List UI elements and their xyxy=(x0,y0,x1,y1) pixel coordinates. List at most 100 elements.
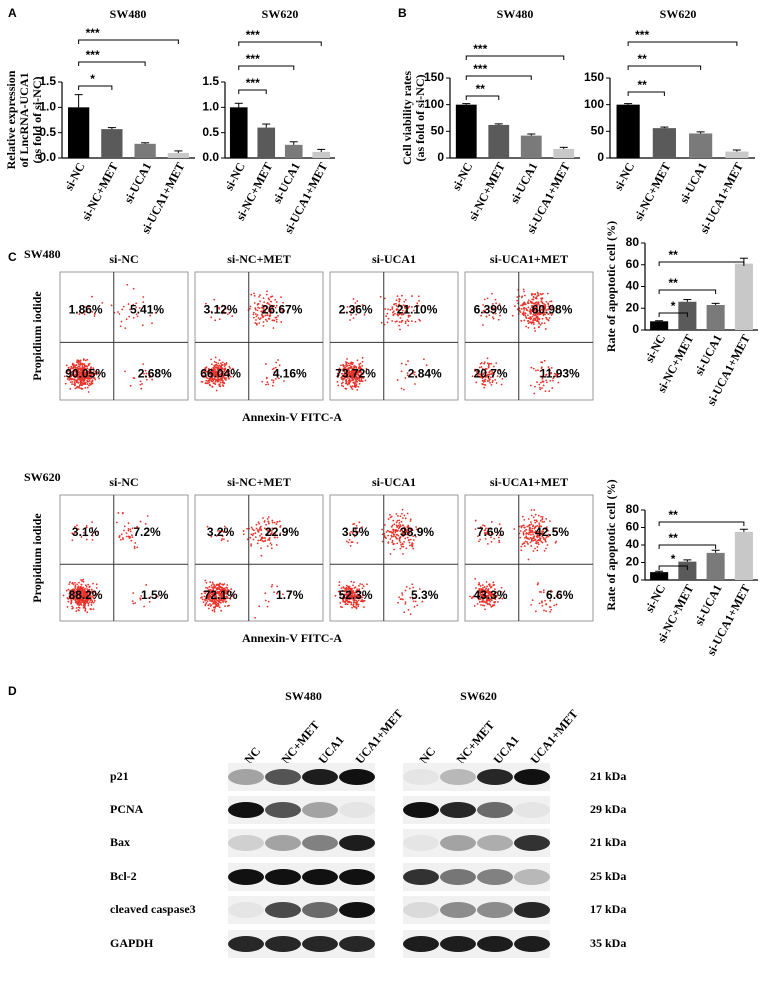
event-dot xyxy=(478,582,480,584)
event-dot xyxy=(210,380,213,383)
event-dot xyxy=(82,380,85,383)
event-dot xyxy=(283,309,286,312)
event-dot xyxy=(354,606,357,609)
event-dot xyxy=(383,297,386,300)
event-dot xyxy=(534,513,537,516)
event-dot xyxy=(361,583,364,586)
event-dot xyxy=(494,298,497,301)
event-dot xyxy=(75,369,78,372)
event-dot xyxy=(395,299,398,302)
event-dot xyxy=(537,543,540,546)
event-dot xyxy=(255,319,257,321)
event-dot xyxy=(516,299,519,302)
event-dot xyxy=(208,372,211,375)
event-dot xyxy=(115,521,118,524)
event-dot xyxy=(389,513,391,516)
event-dot xyxy=(252,311,255,314)
event-dot xyxy=(92,367,95,370)
event-dot xyxy=(495,362,498,365)
blot-band xyxy=(477,835,513,851)
event-dot xyxy=(349,544,352,547)
event-dot xyxy=(537,369,539,372)
significance-label: * xyxy=(90,72,95,86)
event-dot xyxy=(423,358,425,361)
event-dot xyxy=(213,365,216,368)
event-dot xyxy=(387,308,390,311)
event-dot xyxy=(67,370,70,372)
event-dot xyxy=(266,518,269,520)
event-dot xyxy=(381,528,383,531)
event-dot xyxy=(222,374,225,376)
event-dot xyxy=(474,577,477,580)
event-dot xyxy=(527,317,530,320)
bar xyxy=(553,148,575,158)
event-dot xyxy=(282,301,285,304)
event-dot xyxy=(75,366,78,369)
event-dot xyxy=(266,307,269,310)
event-dot xyxy=(221,361,224,364)
bar xyxy=(650,572,669,580)
event-dot xyxy=(532,298,535,301)
event-dot xyxy=(209,581,212,583)
x-tick-label: si-UCA1 xyxy=(121,160,154,205)
cell-line-label: SW480 xyxy=(285,689,322,703)
chart-title: SW480 xyxy=(110,7,147,21)
blot-band xyxy=(440,869,476,885)
event-dot xyxy=(534,293,537,295)
plot-frame xyxy=(194,271,324,401)
event-dot xyxy=(511,314,514,317)
event-dot xyxy=(534,547,537,550)
event-dot xyxy=(221,375,223,378)
event-dot xyxy=(350,386,353,389)
event-dot xyxy=(92,373,95,376)
event-dot xyxy=(126,283,129,286)
event-dot xyxy=(395,533,398,536)
y-tick-label: 40 xyxy=(626,537,640,551)
event-dot xyxy=(264,310,267,313)
event-dot xyxy=(272,379,275,382)
event-dot xyxy=(535,540,538,543)
event-dot xyxy=(254,313,257,315)
event-dot xyxy=(486,297,489,300)
event-dot xyxy=(409,613,412,616)
event-dot xyxy=(258,295,260,298)
significance-bracket xyxy=(78,85,113,90)
event-dot xyxy=(275,361,278,364)
event-dot xyxy=(275,544,278,546)
event-dot xyxy=(275,321,278,323)
event-dot xyxy=(529,527,531,530)
event-dot xyxy=(401,592,404,595)
event-dot xyxy=(264,318,267,321)
y-axis-label: Propidium iodide xyxy=(30,291,44,381)
event-dot xyxy=(209,371,212,374)
event-dot xyxy=(75,372,78,375)
event-dot xyxy=(524,316,527,318)
quadrant-percent: 2.68% xyxy=(138,367,172,381)
x-tick-label: si-NC xyxy=(611,160,637,192)
bar xyxy=(67,107,90,158)
event-dot xyxy=(351,385,354,388)
event-dot xyxy=(134,602,137,604)
event-dot xyxy=(220,609,223,612)
event-dot xyxy=(211,385,214,388)
event-dot xyxy=(398,321,401,323)
event-dot xyxy=(545,603,548,605)
blot-band xyxy=(477,869,513,885)
event-dot xyxy=(140,387,143,390)
y-tick-label: 1.5 xyxy=(39,74,56,88)
event-dot xyxy=(528,538,531,541)
blot-band xyxy=(440,936,476,952)
event-dot xyxy=(70,375,72,378)
event-dot xyxy=(399,541,402,544)
event-dot xyxy=(531,527,534,530)
size-label: 21 kDa xyxy=(590,835,626,849)
event-dot xyxy=(358,521,361,524)
event-dot xyxy=(539,386,541,389)
event-dot xyxy=(541,600,543,603)
event-dot xyxy=(543,520,546,523)
blot-band xyxy=(339,869,375,885)
event-dot xyxy=(389,538,392,540)
event-dot xyxy=(224,363,227,366)
event-dot xyxy=(211,370,214,373)
event-dot xyxy=(77,376,80,378)
